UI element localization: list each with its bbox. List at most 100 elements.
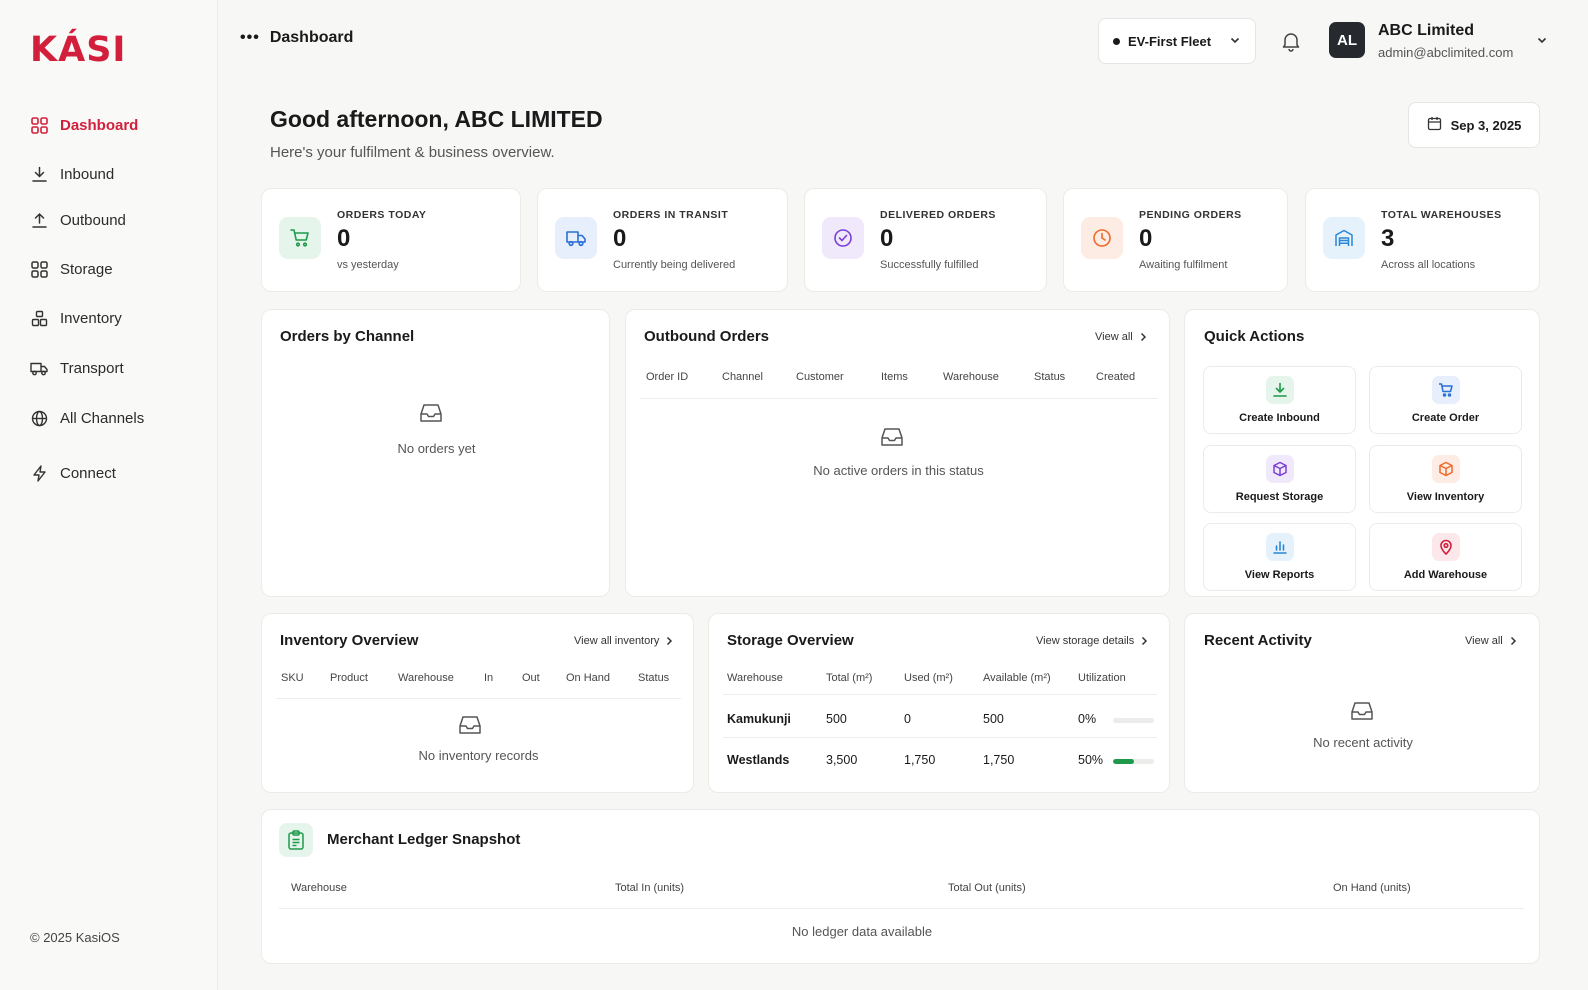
add-warehouse-button[interactable]: Add Warehouse [1369,523,1522,591]
empty-state: No active orders in this status [813,463,984,478]
date-label: Sep 3, 2025 [1450,117,1522,133]
link-label: View all [1095,331,1133,343]
column-header[interactable]: Warehouse [943,371,999,383]
fleet-selector[interactable]: EV-First Fleet [1098,18,1256,64]
cell-warehouse: Westlands [727,753,790,767]
sidebar-item-inbound[interactable]: Inbound [30,165,114,183]
truck-icon [30,359,48,377]
stat-card-orders-today: ORDERS TODAY 0 vs yesterday [261,188,521,292]
chevron-down-icon [1229,34,1241,49]
sidebar-item-outbound[interactable]: Outbound [30,211,126,229]
sidebar-item-label: Inbound [60,165,115,183]
chevron-down-icon[interactable] [1536,33,1548,51]
stat-card-total-warehouses: TOTAL WAREHOUSES 3 Across all locations [1305,188,1540,292]
bell-icon[interactable] [1280,30,1302,52]
sidebar-item-storage[interactable]: Storage [30,260,113,278]
column-header[interactable]: Order ID [646,371,689,383]
column-header[interactable]: On Hand [566,672,611,684]
column-header[interactable]: Warehouse [291,882,347,894]
cell-total: 500 [826,712,847,726]
column-header[interactable]: Total In (units) [615,882,685,894]
chevron-right-icon [1140,332,1146,342]
map-pin-icon [1432,533,1460,561]
boxes-icon [30,309,48,327]
stat-sub: Currently being delivered [613,259,736,271]
column-header[interactable]: In [484,672,494,684]
column-header[interactable]: On Hand (units) [1333,882,1411,894]
sidebar-item-dashboard[interactable]: Dashboard [30,116,138,134]
create-order-button[interactable]: Create Order [1369,366,1522,434]
column-header[interactable]: SKU [281,672,304,684]
column-header[interactable]: Product [330,672,368,684]
view-reports-button[interactable]: View Reports [1203,523,1356,591]
column-header[interactable]: Warehouse [727,672,783,684]
column-header[interactable]: Available (m²) [983,672,1051,684]
chevron-right-icon [667,636,673,646]
column-header[interactable]: Total Out (units) [948,882,1026,894]
stat-card-pending-orders: PENDING ORDERS 0 Awaiting fulfilment [1063,188,1288,292]
kasi-logo[interactable]: KÁSI [30,30,127,70]
cell-used: 1,750 [904,753,936,767]
card-title: Orders by Channel [280,328,415,345]
card-title: Recent Activity [1204,632,1312,649]
view-all-link[interactable]: View all [1465,635,1517,647]
card-title: Quick Actions [1204,328,1305,345]
create-inbound-button[interactable]: Create Inbound [1203,366,1356,434]
view-all-link[interactable]: View all [1095,331,1147,343]
box-icon [1432,455,1460,483]
chevron-right-icon [1510,636,1516,646]
divider [276,698,681,699]
stat-sub: Successfully fulfilled [880,259,979,271]
warehouse-icon [1323,217,1365,259]
quick-actions-card: Quick Actions Create Inbound Create Orde… [1184,309,1540,597]
stat-value: 3 [1381,225,1395,252]
bolt-icon [30,464,48,482]
view-all-inventory-link[interactable]: View all inventory [574,635,673,647]
column-header[interactable]: Customer [796,371,844,383]
inbox-icon [459,716,481,734]
cell-available: 1,750 [983,753,1015,767]
chevron-right-icon [1142,636,1148,646]
stat-value: 0 [880,225,894,252]
stat-label: TOTAL WAREHOUSES [1381,209,1502,221]
stat-value: 0 [337,225,351,252]
download-icon [1266,376,1294,404]
clock-icon [1081,217,1123,259]
request-storage-button[interactable]: Request Storage [1203,445,1356,513]
sidebar-item-inventory[interactable]: Inventory [30,309,122,327]
outbound-orders-card: Outbound Orders View all Order ID Channe… [625,309,1170,597]
sidebar-item-label: Dashboard [60,116,139,134]
sidebar-item-all-channels[interactable]: All Channels [30,409,144,427]
more-icon[interactable]: ••• [240,29,260,46]
divider [723,694,1157,695]
avatar[interactable]: AL [1329,22,1365,58]
column-header[interactable]: Total (m²) [826,672,873,684]
view-inventory-button[interactable]: View Inventory [1369,445,1522,513]
date-picker-button[interactable]: Sep 3, 2025 [1408,102,1540,148]
column-header[interactable]: Warehouse [398,672,454,684]
card-title: Outbound Orders [644,328,769,345]
column-header[interactable]: Status [638,672,670,684]
cart-icon [1432,376,1460,404]
column-header[interactable]: Out [522,672,540,684]
stat-card-orders-in-transit: ORDERS IN TRANSIT 0 Currently being deli… [537,188,788,292]
view-storage-details-link[interactable]: View storage details [1036,635,1148,647]
sidebar-item-transport[interactable]: Transport [30,359,124,377]
action-label: View Reports [1244,569,1315,581]
column-header[interactable]: Items [881,371,908,383]
column-header[interactable]: Status [1034,371,1066,383]
bar-chart-icon [1266,533,1294,561]
sidebar-item-connect[interactable]: Connect [30,464,116,482]
column-header[interactable]: Created [1096,371,1136,383]
box-icon [1266,455,1294,483]
stat-label: ORDERS IN TRANSIT [613,209,729,221]
cart-icon [279,217,321,259]
orders-by-channel-card: Orders by Channel No orders yet [261,309,610,597]
sidebar-item-label: All Channels [60,409,145,427]
card-title: Storage Overview [727,632,854,649]
column-header[interactable]: Used (m²) [904,672,953,684]
merchant-ledger-card: Merchant Ledger Snapshot Warehouse Total… [261,809,1540,964]
empty-state: No ledger data available [791,924,933,939]
column-header[interactable]: Utilization [1078,672,1126,684]
column-header[interactable]: Channel [722,371,763,383]
